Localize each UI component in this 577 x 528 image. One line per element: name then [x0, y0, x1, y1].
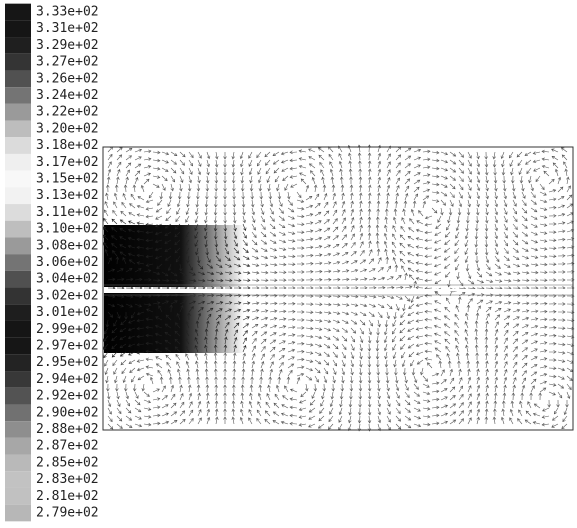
colorbar-swatch	[5, 288, 31, 305]
colorbar-label: 2.79e+02	[36, 506, 99, 521]
colorbar-label: 2.81e+02	[36, 489, 99, 504]
colorbar-label: 3.13e+02	[36, 188, 99, 203]
jet-region	[104, 225, 244, 287]
colorbar-swatch	[5, 321, 31, 338]
colorbar-label: 3.24e+02	[36, 88, 99, 103]
colorbar-swatch	[5, 104, 31, 121]
flow-domain	[103, 145, 574, 431]
colorbar-swatch	[5, 237, 31, 254]
colorbar-label: 3.04e+02	[36, 272, 99, 287]
colorbar-swatch	[5, 338, 31, 355]
colorbar-swatch	[5, 388, 31, 405]
colorbar-label: 3.10e+02	[36, 222, 99, 237]
colorbar-swatch	[5, 221, 31, 238]
colorbar-swatch	[5, 154, 31, 171]
colorbar-label: 2.95e+02	[36, 355, 99, 370]
colorbar-label: 3.26e+02	[36, 71, 99, 86]
colorbar-label: 2.94e+02	[36, 372, 99, 387]
colorbar-label: 3.17e+02	[36, 155, 99, 170]
colorbar-swatch	[5, 304, 31, 321]
colorbar-swatch	[5, 54, 31, 71]
colorbar-label: 2.83e+02	[36, 472, 99, 487]
colorbar-swatch	[5, 87, 31, 104]
colorbar-label: 3.22e+02	[36, 105, 99, 120]
colorbar-swatch	[5, 20, 31, 37]
vector-plot: 3.33e+023.31e+02 3.29e+02 3.27e+023.26e+02…	[0, 0, 577, 524]
colorbar-swatch	[5, 488, 31, 505]
colorbar-swatch	[5, 455, 31, 472]
colorbar-swatch	[5, 271, 31, 288]
colorbar-label: 3.08e+02	[36, 238, 99, 253]
colorbar-swatch	[5, 4, 31, 21]
colorbar-label: 3.31e+02	[36, 21, 99, 36]
colorbar-label: 2.99e+02	[36, 322, 99, 337]
colorbar-swatch	[5, 471, 31, 488]
colorbar-swatch	[5, 421, 31, 438]
colorbar-label: 3.27e+02	[36, 55, 99, 70]
colorbar-swatch	[5, 70, 31, 87]
colorbar-label: 2.97e+02	[36, 339, 99, 354]
colorbar-label: 2.88e+02	[36, 422, 99, 437]
colorbar-label: 2.85e+02	[36, 455, 99, 470]
colorbar-label: 2.87e+02	[36, 439, 99, 454]
colorbar-label: 2.92e+02	[36, 389, 99, 404]
colorbar-swatch	[5, 505, 31, 522]
colorbar-swatch	[5, 371, 31, 388]
colorbar-label: 2.90e+02	[36, 405, 99, 420]
colorbar-swatch	[5, 171, 31, 188]
colorbar-label: 3.11e+02	[36, 205, 99, 220]
colorbar-label: 3.15e+02	[36, 172, 99, 187]
colorbar-label: 3.20e+02	[36, 121, 99, 136]
colorbar-label: 3.02e+02	[36, 288, 99, 303]
colorbar-swatch	[5, 254, 31, 271]
colorbar: 3.33e+023.31e+02 3.29e+02 3.27e+023.26e+02…	[5, 4, 99, 522]
colorbar-swatch	[5, 404, 31, 421]
colorbar-swatch	[5, 37, 31, 54]
colorbar-swatch	[5, 187, 31, 204]
colorbar-label: 3.06e+02	[36, 255, 99, 270]
colorbar-label: 3.29e+02	[36, 38, 99, 53]
colorbar-label: 3.01e+02	[36, 305, 99, 320]
colorbar-swatch	[5, 438, 31, 455]
colorbar-swatch	[5, 137, 31, 154]
colorbar-label: 3.33e+02	[36, 5, 99, 20]
colorbar-swatch	[5, 121, 31, 138]
colorbar-swatch	[5, 354, 31, 371]
colorbar-swatch	[5, 204, 31, 221]
colorbar-label: 3.18e+02	[36, 138, 99, 153]
